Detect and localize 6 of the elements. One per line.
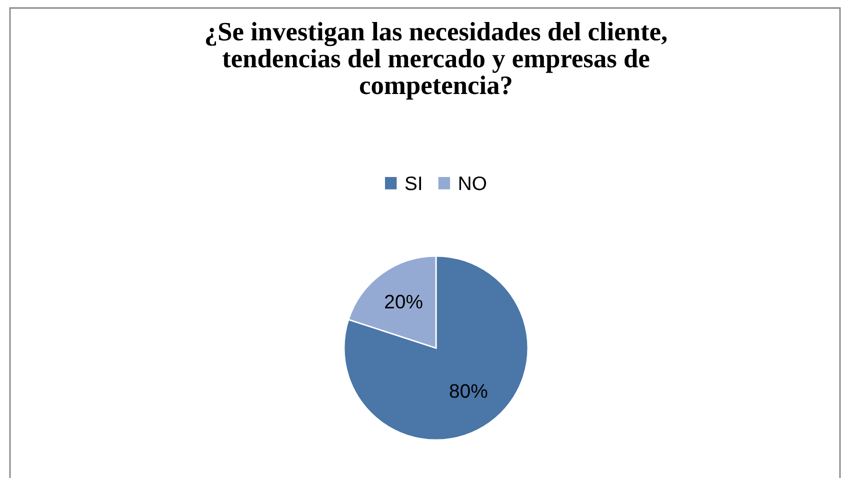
legend-label: SI [405,176,422,190]
legend-label: NO [459,176,486,190]
chart-title: ¿Se investigan las necesidades del cliente, tendencias del mercado y empresas de competencia? [206,22,667,100]
pie-slice [343,255,529,441]
data-label: 20% [385,294,422,309]
data-label: 80% [450,384,488,398]
